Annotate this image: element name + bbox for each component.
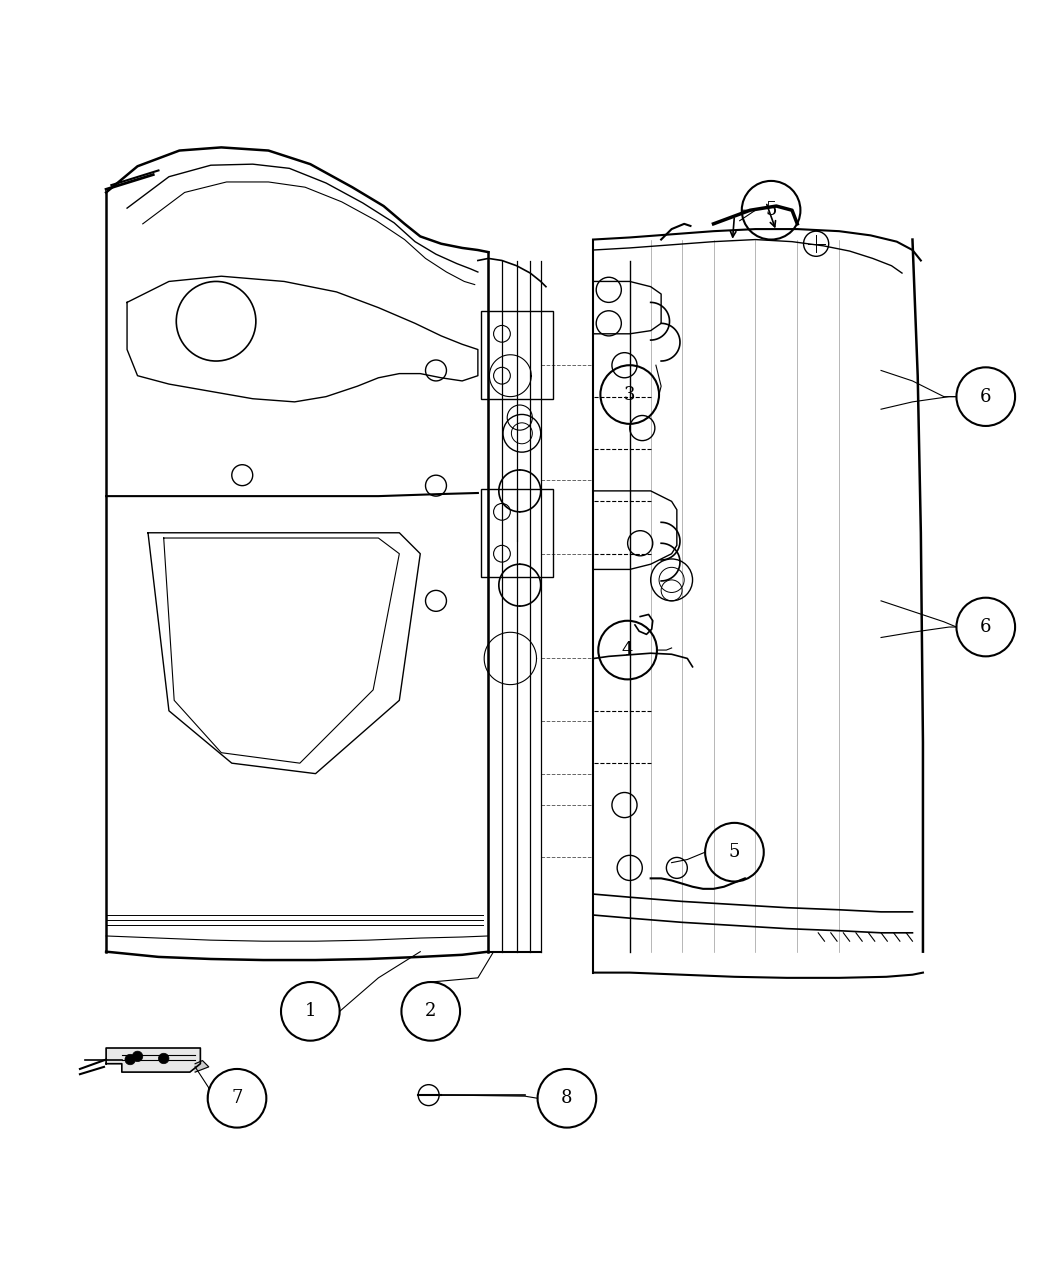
- Text: 7: 7: [231, 1089, 243, 1107]
- Text: 6: 6: [980, 618, 991, 636]
- Text: 3: 3: [624, 385, 635, 404]
- Text: 2: 2: [425, 1002, 437, 1020]
- Polygon shape: [106, 1048, 201, 1072]
- Circle shape: [159, 1053, 169, 1063]
- Text: 4: 4: [622, 641, 633, 659]
- Circle shape: [125, 1054, 135, 1065]
- Text: 8: 8: [561, 1089, 572, 1107]
- Text: 1: 1: [304, 1002, 316, 1020]
- Circle shape: [132, 1051, 143, 1062]
- Polygon shape: [195, 1061, 209, 1072]
- Text: 6: 6: [980, 388, 991, 405]
- Text: 5: 5: [765, 201, 777, 219]
- Text: 5: 5: [729, 843, 740, 861]
